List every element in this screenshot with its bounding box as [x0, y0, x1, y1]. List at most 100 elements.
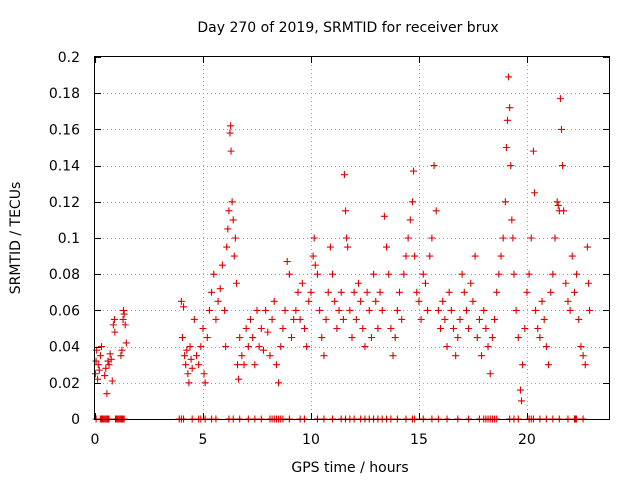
data-point	[586, 306, 594, 314]
data-point	[452, 352, 460, 360]
data-point	[190, 315, 198, 323]
data-point	[503, 116, 511, 124]
data-point	[183, 346, 191, 354]
data-point	[101, 372, 109, 380]
data-point	[389, 352, 397, 360]
y-tick-label: 0.14	[49, 159, 80, 175]
data-point	[95, 366, 103, 374]
data-point	[424, 306, 432, 314]
data-point	[473, 334, 481, 342]
data-point	[214, 297, 222, 305]
data-point	[218, 261, 226, 269]
data-point	[342, 207, 350, 215]
data-point	[120, 306, 128, 314]
data-point	[527, 234, 535, 242]
data-point	[222, 343, 230, 351]
data-point	[512, 306, 520, 314]
data-point	[432, 207, 440, 215]
data-point	[339, 315, 347, 323]
data-point	[96, 352, 104, 360]
y-tick-label: 0.18	[49, 86, 80, 102]
data-point	[514, 334, 522, 342]
data-point	[177, 297, 185, 305]
data-point	[370, 270, 378, 278]
data-point	[404, 234, 412, 242]
data-point	[310, 234, 318, 242]
data-point	[110, 315, 118, 323]
data-point	[482, 325, 490, 332]
data-point	[288, 334, 296, 342]
data-point	[262, 306, 270, 314]
y-axis-label: SRMTID / TECUs	[8, 182, 24, 295]
data-point	[554, 201, 562, 209]
data-point	[577, 343, 585, 351]
y-tick-label: 0.12	[49, 195, 80, 211]
data-point	[300, 325, 308, 332]
data-point	[290, 315, 298, 323]
data-point	[303, 343, 311, 351]
data-point	[320, 352, 328, 360]
data-point	[417, 315, 425, 323]
y-tick-label: 0	[71, 412, 80, 428]
data-point	[180, 303, 188, 311]
data-point	[187, 355, 195, 363]
data-point	[441, 315, 449, 323]
data-point	[568, 252, 576, 260]
data-point	[402, 252, 410, 260]
data-point	[519, 361, 527, 369]
data-point	[460, 288, 468, 296]
data-point	[216, 285, 224, 293]
data-point	[324, 288, 332, 296]
data-point	[380, 212, 388, 220]
x-tick-label: 20	[518, 432, 536, 448]
data-point	[227, 147, 235, 155]
data-point	[329, 270, 337, 278]
data-point	[333, 325, 341, 332]
data-point	[316, 306, 324, 314]
data-point	[188, 364, 196, 372]
data-point	[484, 343, 492, 351]
data-point	[530, 189, 538, 197]
data-point	[103, 390, 111, 398]
data-point	[104, 357, 112, 365]
plot-frame	[94, 56, 610, 420]
data-point	[406, 216, 414, 224]
data-point	[193, 352, 201, 360]
data-point	[583, 243, 591, 251]
data-point	[426, 252, 434, 260]
data-point	[486, 370, 494, 378]
data-point	[94, 375, 102, 383]
data-point	[357, 297, 365, 305]
data-point	[367, 334, 375, 342]
data-point	[106, 350, 114, 358]
data-point	[221, 306, 229, 314]
data-point	[236, 334, 244, 342]
data-point	[186, 343, 194, 351]
data-point	[227, 122, 235, 130]
data-point	[205, 306, 213, 314]
data-point	[117, 352, 125, 360]
data-point	[478, 352, 486, 360]
data-point	[408, 198, 416, 206]
data-point	[562, 279, 570, 287]
data-point	[559, 162, 567, 170]
data-point	[354, 279, 362, 287]
data-point	[253, 306, 261, 314]
data-point	[294, 288, 302, 296]
data-point	[556, 95, 564, 103]
data-point	[383, 243, 391, 251]
data-point	[536, 334, 544, 342]
data-point	[529, 147, 537, 155]
data-point	[331, 297, 339, 305]
data-point	[92, 357, 100, 365]
y-tick-labels: 0 0.02 0.04 0.06 0.08 0.1 0.12 0.14 0.16 0.18 0.2	[49, 50, 80, 428]
data-point	[361, 343, 369, 351]
data-point	[467, 279, 475, 287]
data-point	[488, 334, 496, 342]
x-tick-labels: 0 5 10 15 20	[91, 432, 536, 448]
data-point	[195, 361, 203, 369]
data-point	[359, 325, 367, 332]
data-point	[228, 198, 236, 206]
data-point	[224, 225, 232, 233]
